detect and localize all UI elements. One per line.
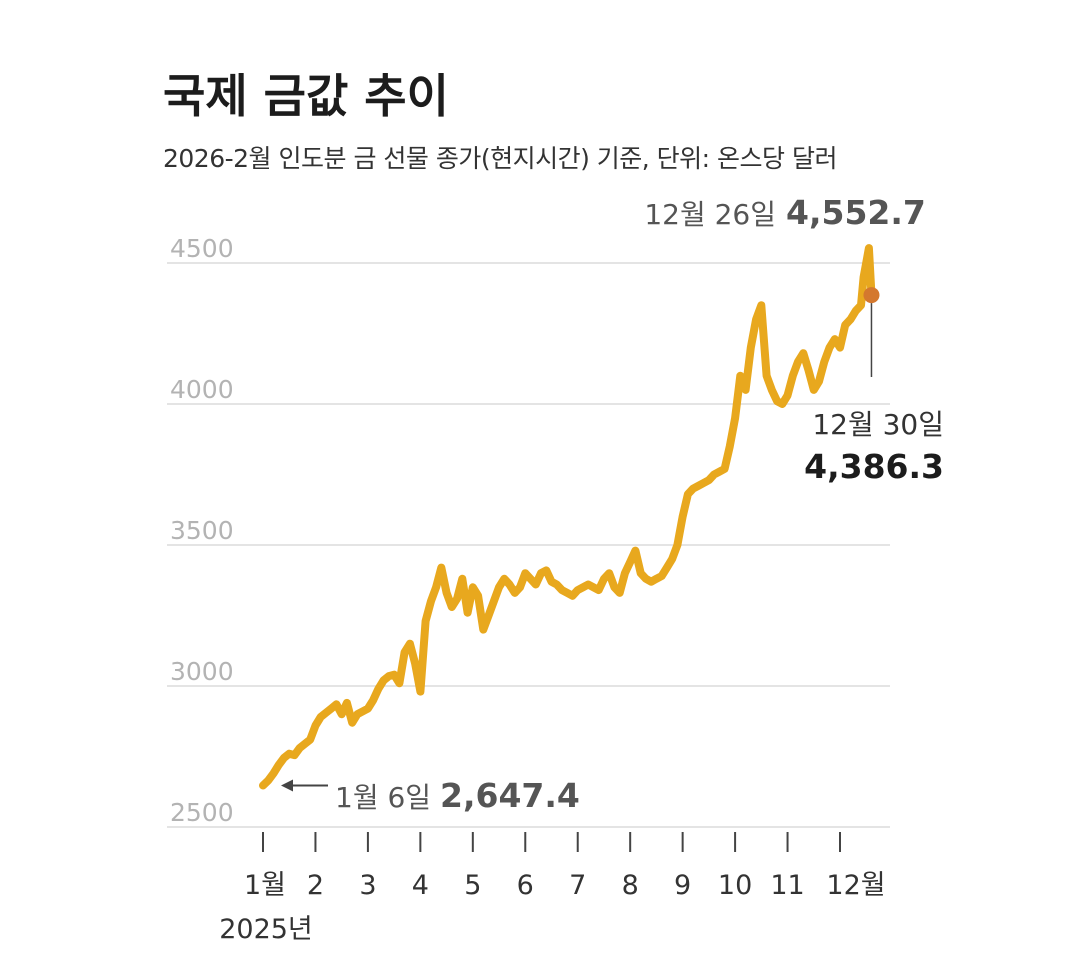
x-axis-year-label: 2025년 [219,914,313,945]
last-date-label: 12월 30일 [812,408,944,441]
peak-date-label: 12월 26일 [644,198,776,231]
x-tick-label-6: 6 [517,870,534,901]
x-tick-label-8: 8 [622,870,639,901]
last-point-marker [863,287,880,304]
annotation-start: 1월 6일 2,647.4 [281,776,580,815]
y-tick-label-2500: 2500 [170,798,234,827]
x-tick-label-2: 2 [307,870,324,901]
peak-value-label: 4,552.7 [786,193,926,232]
x-tick-label-4: 4 [412,870,429,901]
annotation-peak: 12월 26일 4,552.7 [644,193,926,232]
start-arrow-head [281,779,293,792]
chart-title: 국제 금값 추이 [163,69,449,123]
x-tick-label-11: 11 [770,870,804,901]
gold-price-line [259,244,876,790]
annotation-last: 12월 30일 4,386.3 [804,287,944,486]
x-tick-label-1: 1월 [244,870,286,901]
last-value-label: 4,386.3 [804,447,944,486]
x-axis-ticks: 1월 2 3 4 5 6 7 8 9 10 11 12월 [244,832,886,901]
x-tick-label-7: 7 [569,870,586,901]
y-tick-label-3000: 3000 [170,657,234,686]
x-tick-label-10: 10 [718,870,752,901]
x-tick-label-9: 9 [674,870,691,901]
x-tick-label-12: 12월 [826,870,885,901]
x-tick-label-5: 5 [464,870,481,901]
y-tick-label-4000: 4000 [170,375,234,404]
start-date-label: 1월 6일 [335,781,431,814]
x-tick-label-3: 3 [359,870,376,901]
chart-subtitle: 2026-2월 인도분 금 선물 종가(현지시간) 기준, 단위: 온스당 달러 [163,144,837,173]
start-value-label: 2,647.4 [440,776,580,815]
y-tick-label-3500: 3500 [170,516,234,545]
gridlines [167,262,890,828]
y-axis-ticks: 2500 3000 3500 4000 4500 [170,234,234,827]
y-tick-label-4500: 4500 [170,234,234,263]
